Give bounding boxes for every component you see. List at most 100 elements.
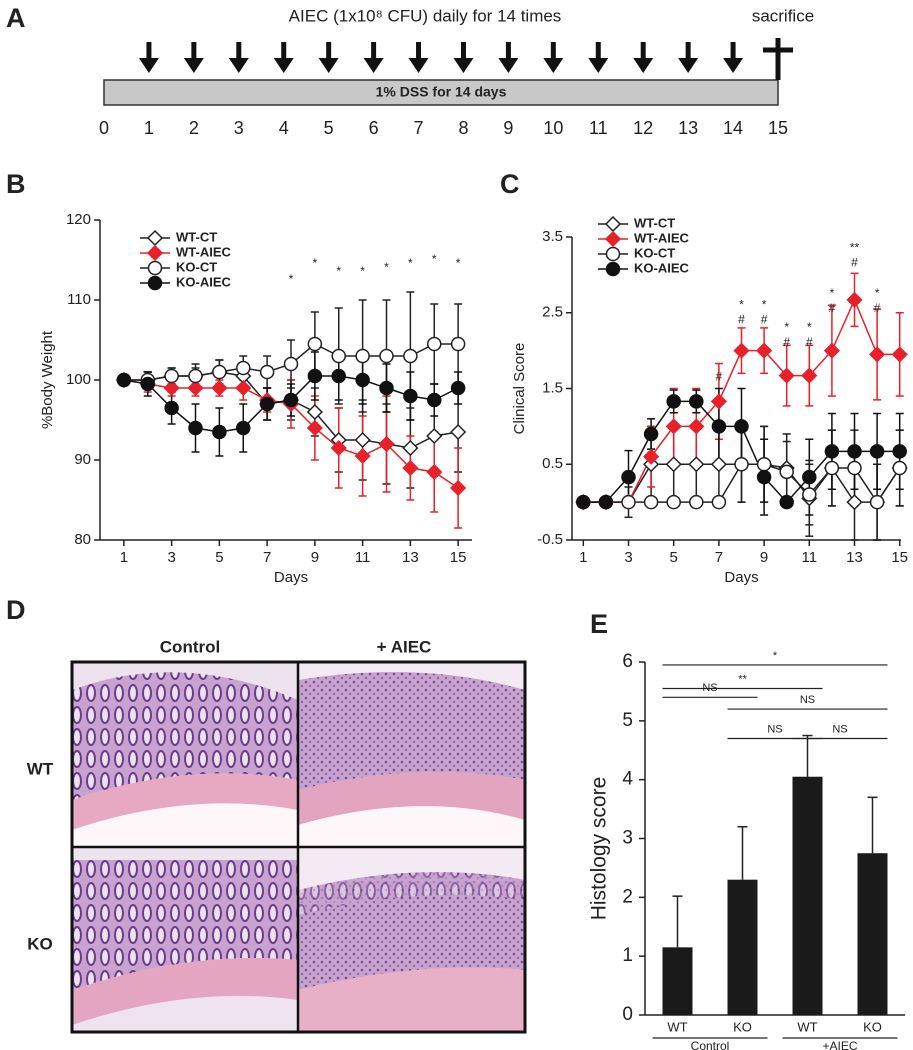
data-point	[576, 494, 591, 510]
annotation: *	[336, 264, 341, 278]
data-point	[163, 379, 180, 397]
x-tick-label: 5	[670, 549, 678, 566]
legend-marker	[604, 230, 622, 248]
y-tick-label: 110	[67, 291, 91, 308]
x-tick-label: 3	[167, 549, 175, 566]
data-point	[378, 435, 395, 453]
legend-marker	[147, 260, 163, 276]
data-point	[869, 346, 886, 363]
bar	[727, 879, 758, 1015]
legend-label: KO-AIEC	[634, 260, 690, 275]
end-label: sacrifice	[752, 6, 814, 25]
arrow-head	[273, 58, 294, 73]
data-point	[847, 444, 862, 459]
bar	[662, 947, 693, 1015]
annotation: *	[830, 286, 835, 300]
data-point	[689, 394, 704, 409]
x-tick-label: 11	[802, 549, 818, 566]
annotation: *	[456, 256, 461, 270]
data-point	[779, 494, 794, 510]
x-tick-label: 9	[760, 549, 768, 566]
x-tick-label: 1	[579, 549, 587, 566]
annotation: #	[783, 335, 790, 349]
data-point	[688, 456, 705, 473]
legend-marker	[604, 215, 622, 233]
data-point	[643, 448, 660, 465]
annotation: *	[408, 256, 413, 270]
data-point	[427, 336, 442, 352]
data-point	[354, 447, 371, 465]
timeline-tick-label: 12	[633, 118, 653, 138]
bar	[857, 853, 888, 1015]
data-point	[236, 360, 251, 376]
timeline-tick-label: 2	[189, 118, 199, 138]
data-point	[666, 494, 681, 510]
legend-label: WT-CT	[176, 229, 217, 244]
data-point	[283, 392, 299, 408]
significance-label: NS	[832, 723, 847, 735]
legend-marker	[605, 246, 621, 262]
x-tick-label: 9	[311, 549, 319, 566]
significance-label: NS	[767, 723, 782, 735]
annotation: *	[384, 260, 389, 274]
annotation: *	[289, 272, 294, 286]
arrow-head	[318, 58, 339, 73]
annotation: *	[875, 286, 880, 300]
x-tick-label: 1	[120, 549, 128, 566]
y-tick-label: 1	[622, 945, 633, 966]
data-point	[643, 494, 659, 510]
arrow-head	[183, 58, 204, 73]
timeline-tick-label: 8	[458, 118, 468, 138]
timeline-tick-label: 6	[369, 118, 379, 138]
data-point	[846, 291, 863, 308]
data-point	[187, 379, 204, 397]
annotation: #	[716, 369, 723, 383]
y-tick-label: 90	[74, 451, 91, 468]
arrow-head	[228, 58, 249, 73]
y-tick-label: 0.5	[542, 455, 563, 472]
group-label: +AIEC	[822, 1039, 857, 1050]
timeline-tick-label: 0	[99, 118, 109, 138]
data-point	[450, 380, 466, 396]
y-tick-label: 120	[66, 211, 91, 228]
data-point	[823, 342, 840, 359]
data-point	[450, 336, 466, 352]
panel-label: B	[6, 169, 26, 199]
y-tick-label: 1.5	[542, 379, 563, 396]
data-point	[354, 431, 371, 449]
x-tick-label: 7	[715, 549, 723, 566]
x-tick-label: 15	[891, 549, 908, 566]
annotation: #	[806, 335, 813, 349]
data-point	[330, 439, 347, 457]
column-label: + AIEC	[377, 637, 432, 656]
group-label: Control	[691, 1039, 730, 1050]
x-tick-label: 13	[846, 549, 863, 566]
annotation: *	[739, 297, 744, 311]
data-point	[710, 393, 727, 410]
x-tick-label: 5	[215, 549, 223, 566]
timeline-tick-label: 13	[678, 118, 698, 138]
annotation: #	[851, 256, 858, 270]
data-point	[236, 420, 251, 436]
data-point	[331, 368, 346, 384]
image-wt-control	[72, 662, 298, 847]
y-axis-label: %Body Weight	[39, 330, 56, 429]
y-axis-label: Clinical Score	[511, 343, 528, 435]
data-point	[824, 444, 840, 459]
y-tick-label: 2.5	[542, 304, 563, 321]
data-point	[621, 494, 636, 510]
panel-label: C	[500, 169, 520, 199]
data-point	[734, 419, 749, 434]
bar	[792, 776, 823, 1015]
data-point	[779, 464, 794, 480]
annotation: *	[313, 256, 318, 270]
legend-marker	[146, 229, 164, 247]
data-point	[331, 348, 346, 364]
data-point	[802, 487, 817, 502]
data-point	[306, 419, 323, 437]
timeline-tick-label: 14	[723, 118, 743, 138]
column-label: Control	[160, 637, 220, 656]
legend-marker	[147, 275, 163, 291]
arrow-head	[633, 58, 654, 73]
data-point	[665, 418, 682, 435]
